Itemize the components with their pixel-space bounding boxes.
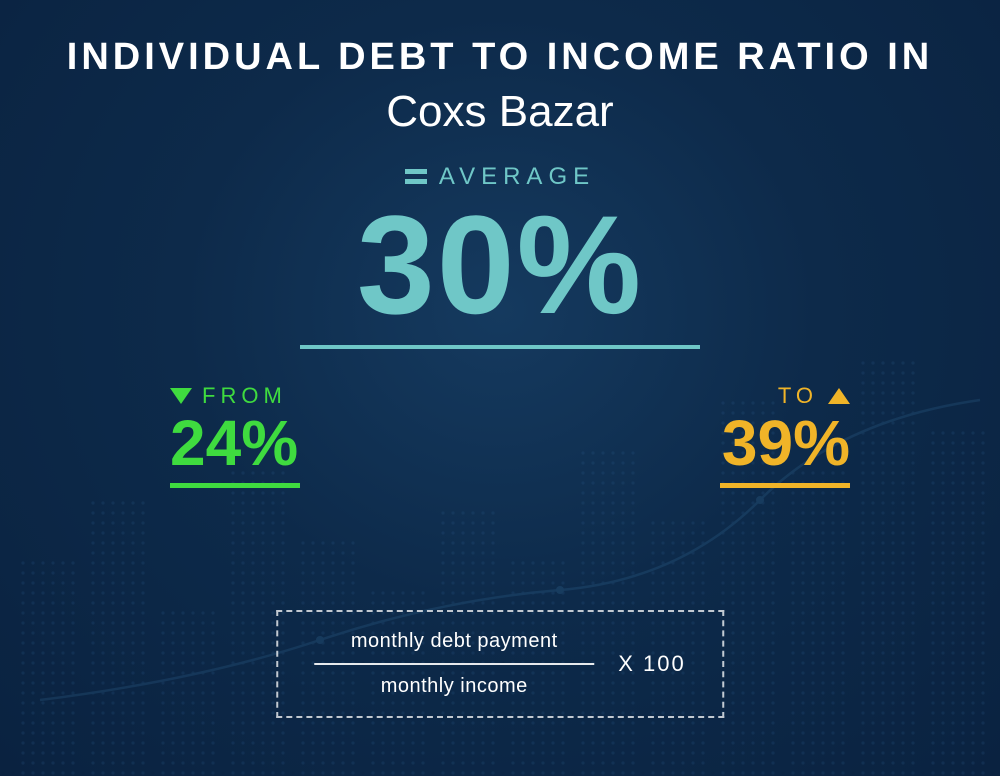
from-value: 24% xyxy=(170,411,300,475)
to-underline xyxy=(720,483,850,488)
title-line1: INDIVIDUAL DEBT TO INCOME RATIO IN xyxy=(0,36,1000,79)
triangle-down-icon xyxy=(170,388,192,404)
to-value: 39% xyxy=(720,411,850,475)
to-block: TO 39% xyxy=(720,383,850,488)
average-block: AVERAGE 30% xyxy=(0,161,1000,349)
to-label: TO xyxy=(778,383,818,409)
equals-icon xyxy=(405,169,427,184)
formula-box: monthly debt payment monthly income X 10… xyxy=(276,610,724,718)
formula-denominator: monthly income xyxy=(381,675,528,698)
from-block: FROM 24% xyxy=(170,383,300,488)
fraction-line-icon xyxy=(314,663,594,665)
from-underline xyxy=(170,483,300,488)
formula-numerator: monthly debt payment xyxy=(351,630,558,653)
title-block: INDIVIDUAL DEBT TO INCOME RATIO IN Coxs … xyxy=(0,0,1000,137)
triangle-up-icon xyxy=(828,388,850,404)
from-label: FROM xyxy=(202,383,287,409)
title-line2: Coxs Bazar xyxy=(0,87,1000,137)
formula-fraction: monthly debt payment monthly income xyxy=(314,630,594,698)
formula-multiplier: X 100 xyxy=(618,651,686,677)
average-value: 30% xyxy=(0,195,1000,335)
